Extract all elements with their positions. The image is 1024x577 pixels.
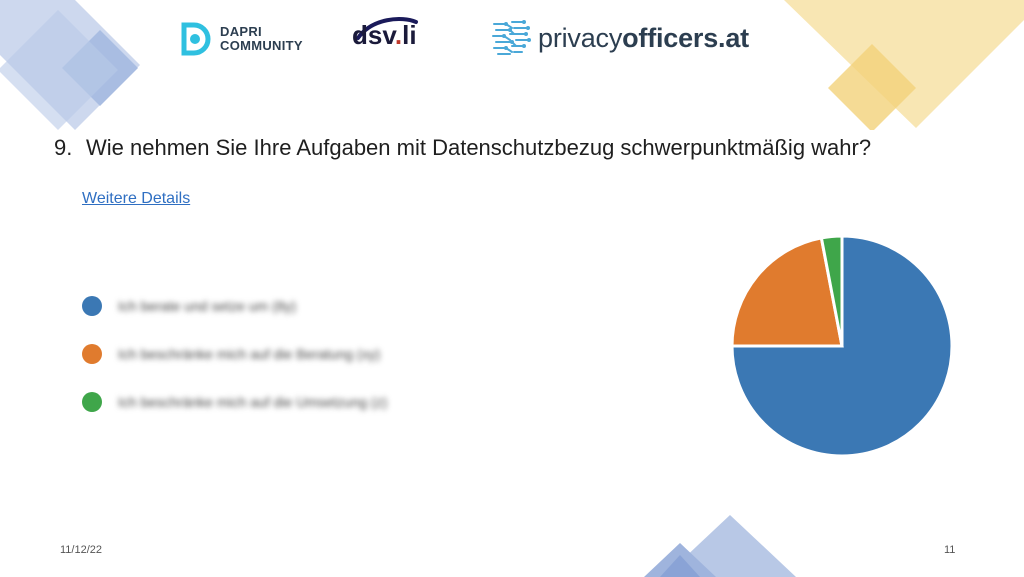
pie-slice-1 [730, 236, 844, 348]
dapri-community-logo: DAPRI COMMUNITY [178, 22, 303, 56]
question-number: 9. [54, 135, 73, 160]
chart-legend: Ich berate und setze um (8y) Ich beschrä… [82, 282, 387, 426]
legend-item: Ich berate und setze um (8y) [82, 282, 387, 330]
dapri-line2: COMMUNITY [220, 38, 303, 53]
logo-bar: DAPRI COMMUNITY dsv.li privacyofficer [0, 14, 1024, 64]
legend-dot-orange [82, 344, 102, 364]
pie-chart [730, 234, 954, 458]
details-link[interactable]: Weitere Details [82, 190, 191, 207]
pie-slice-2 [819, 234, 844, 347]
dsv-swoosh-icon [356, 17, 418, 40]
legend-label: Ich beschränke mich auf die Umsetzung (z… [118, 394, 388, 410]
legend-dot-green [82, 392, 102, 412]
legend-label: Ich berate und setze um (8y) [118, 298, 297, 314]
legend-label: Ich beschränke mich auf die Beratung (xy… [118, 346, 381, 362]
page-number: 11 [944, 544, 956, 556]
dapri-d-icon [181, 22, 211, 56]
dsv-li-logo: dsv.li [352, 17, 418, 51]
po-light-text: privacy [538, 22, 623, 53]
dsv-suffix-text: li [402, 20, 417, 50]
legend-item: Ich beschränke mich auf die Umsetzung (z… [82, 378, 387, 426]
privacyofficers-logo: privacyofficers.at [490, 16, 749, 60]
brain-network-icon [492, 20, 531, 55]
question-text: Wie nehmen Sie Ihre Aufgaben mit Datensc… [86, 135, 872, 160]
legend-item: Ich beschränke mich auf die Beratung (xy… [82, 330, 387, 378]
dapri-line1: DAPRI [220, 24, 262, 39]
footer-date: 11/12/22 [60, 544, 103, 556]
decor-bottom [644, 515, 796, 577]
dsv-main-text: dsv [352, 20, 395, 50]
question-heading: 9. Wie nehmen Sie Ihre Aufgaben mit Daten… [54, 135, 974, 161]
po-bold-text: officers.at [622, 22, 749, 53]
decor-top-right [784, 0, 1024, 130]
legend-dot-blue [82, 296, 102, 316]
decor-top-left [0, 0, 140, 130]
